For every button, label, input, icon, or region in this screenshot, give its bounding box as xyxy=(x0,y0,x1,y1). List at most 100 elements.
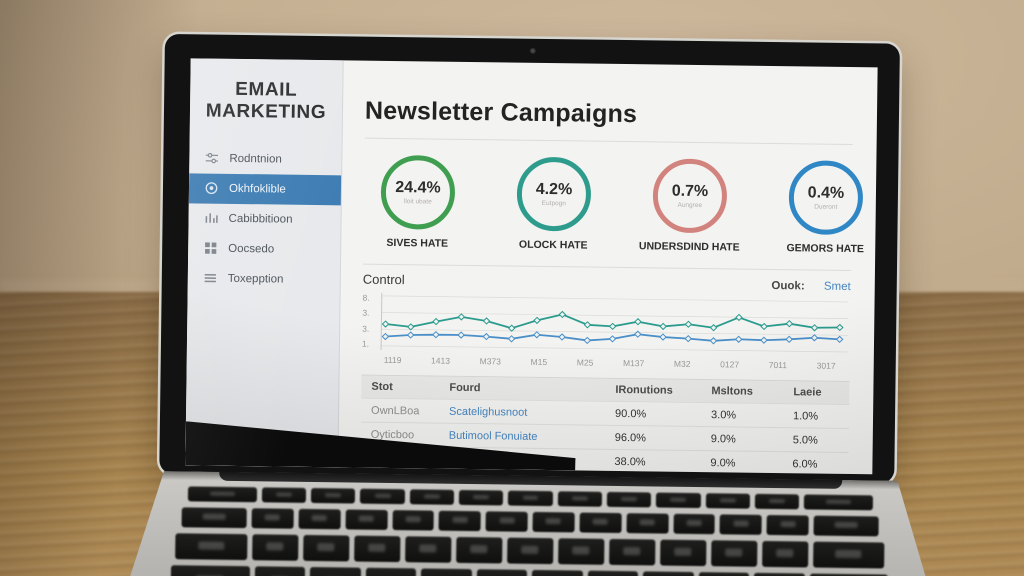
keyboard-key[interactable] xyxy=(762,541,808,568)
keyboard-key[interactable] xyxy=(360,489,404,505)
keyboard-key[interactable] xyxy=(365,568,416,576)
x-tick-label: 3017 xyxy=(816,360,836,371)
keyboard-key[interactable] xyxy=(607,492,651,508)
x-tick-label: 1119 xyxy=(383,354,402,366)
keyboard-key[interactable] xyxy=(410,489,454,505)
keyboard-key[interactable] xyxy=(303,535,349,562)
keyboard-key[interactable] xyxy=(643,571,694,576)
table-cell: OwnLBoa xyxy=(371,404,420,417)
stats-row: 24.4% lloit ubate SIVES HATE 4.2% Eutpogn OLO… xyxy=(363,139,864,255)
keyboard-key[interactable] xyxy=(188,486,257,502)
keyboard-key[interactable] xyxy=(804,494,873,510)
keyboard-key[interactable] xyxy=(558,538,604,565)
table-cell: 9.0% xyxy=(710,456,736,470)
x-tick-label: M373 xyxy=(479,356,501,367)
legend-value-link[interactable]: Smet xyxy=(823,280,851,293)
keyboard-key[interactable] xyxy=(311,488,355,504)
y-tick-label: 3. xyxy=(362,307,370,319)
stat-card-4: 0.4% Dueront GEMORS HATE xyxy=(775,160,876,255)
stat-value: 4.2% xyxy=(535,180,573,199)
column-header: Fourd xyxy=(449,381,481,395)
stat-subtext: Dueront xyxy=(814,203,838,211)
keyboard-key[interactable] xyxy=(711,540,757,567)
sidebar-item-5[interactable]: Toxepption xyxy=(188,263,340,295)
keyboard xyxy=(171,486,889,576)
keyboard-key[interactable] xyxy=(405,536,451,563)
keyboard-key[interactable] xyxy=(476,569,527,576)
sidebar-item-1[interactable]: Rodntnion xyxy=(189,143,341,175)
keyboard-key[interactable] xyxy=(609,539,655,566)
table-cell: 3.0% xyxy=(710,408,737,422)
x-tick-label: M32 xyxy=(673,358,691,369)
x-tick-label: M137 xyxy=(622,358,645,369)
sidebar-item-label: Rodntnion xyxy=(229,152,282,166)
keyboard-key[interactable] xyxy=(310,567,361,576)
keyboard-key[interactable] xyxy=(392,510,434,531)
column-header: Stot xyxy=(371,380,393,394)
campaign-link[interactable]: Scatelighusnoot xyxy=(449,405,528,419)
keyboard-key[interactable] xyxy=(587,571,638,576)
sliders-icon xyxy=(204,151,219,166)
keyboard-key[interactable] xyxy=(252,508,294,529)
keyboard-key[interactable] xyxy=(171,565,250,576)
chart-section: Control Ouok: Smet 8. 3. 3. 1. 1119 1413 M373… xyxy=(361,263,851,371)
keyboard-key[interactable] xyxy=(421,568,472,576)
stat-subtext: lloit ubate xyxy=(403,198,432,206)
keyboard-key[interactable] xyxy=(354,536,400,563)
keyboard-key[interactable] xyxy=(698,572,749,576)
keyboard-key[interactable] xyxy=(182,507,247,528)
campaign-link[interactable]: Butimool Fonuiate xyxy=(448,429,538,443)
keyboard-key[interactable] xyxy=(813,516,878,537)
keyboard-key[interactable] xyxy=(345,509,387,530)
keyboard-key[interactable] xyxy=(579,512,621,533)
x-tick-label: 1413 xyxy=(431,355,451,366)
keyboard-key[interactable] xyxy=(456,537,502,564)
stat-label: OLOCK HATE xyxy=(518,238,588,252)
x-tick-label: 0127 xyxy=(720,359,740,370)
grid-icon xyxy=(203,241,218,256)
sidebar-item-label: Oocsedo xyxy=(228,242,275,256)
keyboard-key[interactable] xyxy=(656,492,700,508)
keyboard-key[interactable] xyxy=(767,515,809,536)
table-cell: 1.0% xyxy=(792,409,819,423)
keyboard-key[interactable] xyxy=(626,513,668,534)
keyboard-key[interactable] xyxy=(532,570,583,576)
keyboard-key[interactable] xyxy=(558,491,602,507)
keyboard-key[interactable] xyxy=(508,491,552,507)
sidebar-item-4[interactable]: Oocsedo xyxy=(188,233,340,265)
sidebar-item-label: Cabibbitioon xyxy=(228,212,293,226)
keyboard-key[interactable] xyxy=(705,493,749,509)
laptop-base xyxy=(107,470,952,576)
chart-header: Control Ouok: Smet xyxy=(363,272,851,293)
bar-chart-icon xyxy=(203,211,218,226)
keyboard-key[interactable] xyxy=(755,494,799,510)
sidebar-item-2[interactable]: Okhfoklible xyxy=(188,173,342,206)
keyboard-key[interactable] xyxy=(262,487,306,503)
stat-value: 24.4% xyxy=(395,179,441,197)
sidebar: EMAIL MARKETING Rodntnion Okhfoklible Cabi… xyxy=(185,58,344,468)
keyboard-key[interactable] xyxy=(720,514,762,535)
keyboard-key[interactable] xyxy=(298,509,340,530)
keyboard-key[interactable] xyxy=(673,514,715,535)
stat-value: 0.4% xyxy=(807,184,845,202)
keyboard-key[interactable] xyxy=(459,490,503,506)
stat-value: 0.7% xyxy=(671,182,709,201)
stat-card-2: 4.2% Eutpogn OLOCK HATE xyxy=(503,156,604,252)
sidebar-item-3[interactable]: Cabibbitioon xyxy=(188,203,340,235)
table-cell: 90.0% xyxy=(614,407,647,420)
keyboard-key[interactable] xyxy=(533,512,575,533)
keyboard-key[interactable] xyxy=(813,542,885,569)
keyboard-key[interactable] xyxy=(486,511,528,532)
stat-ring: 0.7% Aungree xyxy=(652,158,728,234)
keyboard-key[interactable] xyxy=(660,540,706,567)
sidebar-item-label: Toxepption xyxy=(227,272,284,286)
keyboard-row xyxy=(182,507,879,536)
keyboard-key[interactable] xyxy=(175,533,247,560)
table-cell: 38.0% xyxy=(614,455,646,468)
keyboard-key[interactable] xyxy=(439,511,481,532)
keyboard-key[interactable] xyxy=(507,538,553,565)
keyboard-key[interactable] xyxy=(254,566,305,576)
chart-legend: Ouok: Smet xyxy=(771,280,850,293)
keyboard-key[interactable] xyxy=(252,534,298,561)
chart-y-axis: 8. 3. 3. 1. xyxy=(362,291,376,351)
